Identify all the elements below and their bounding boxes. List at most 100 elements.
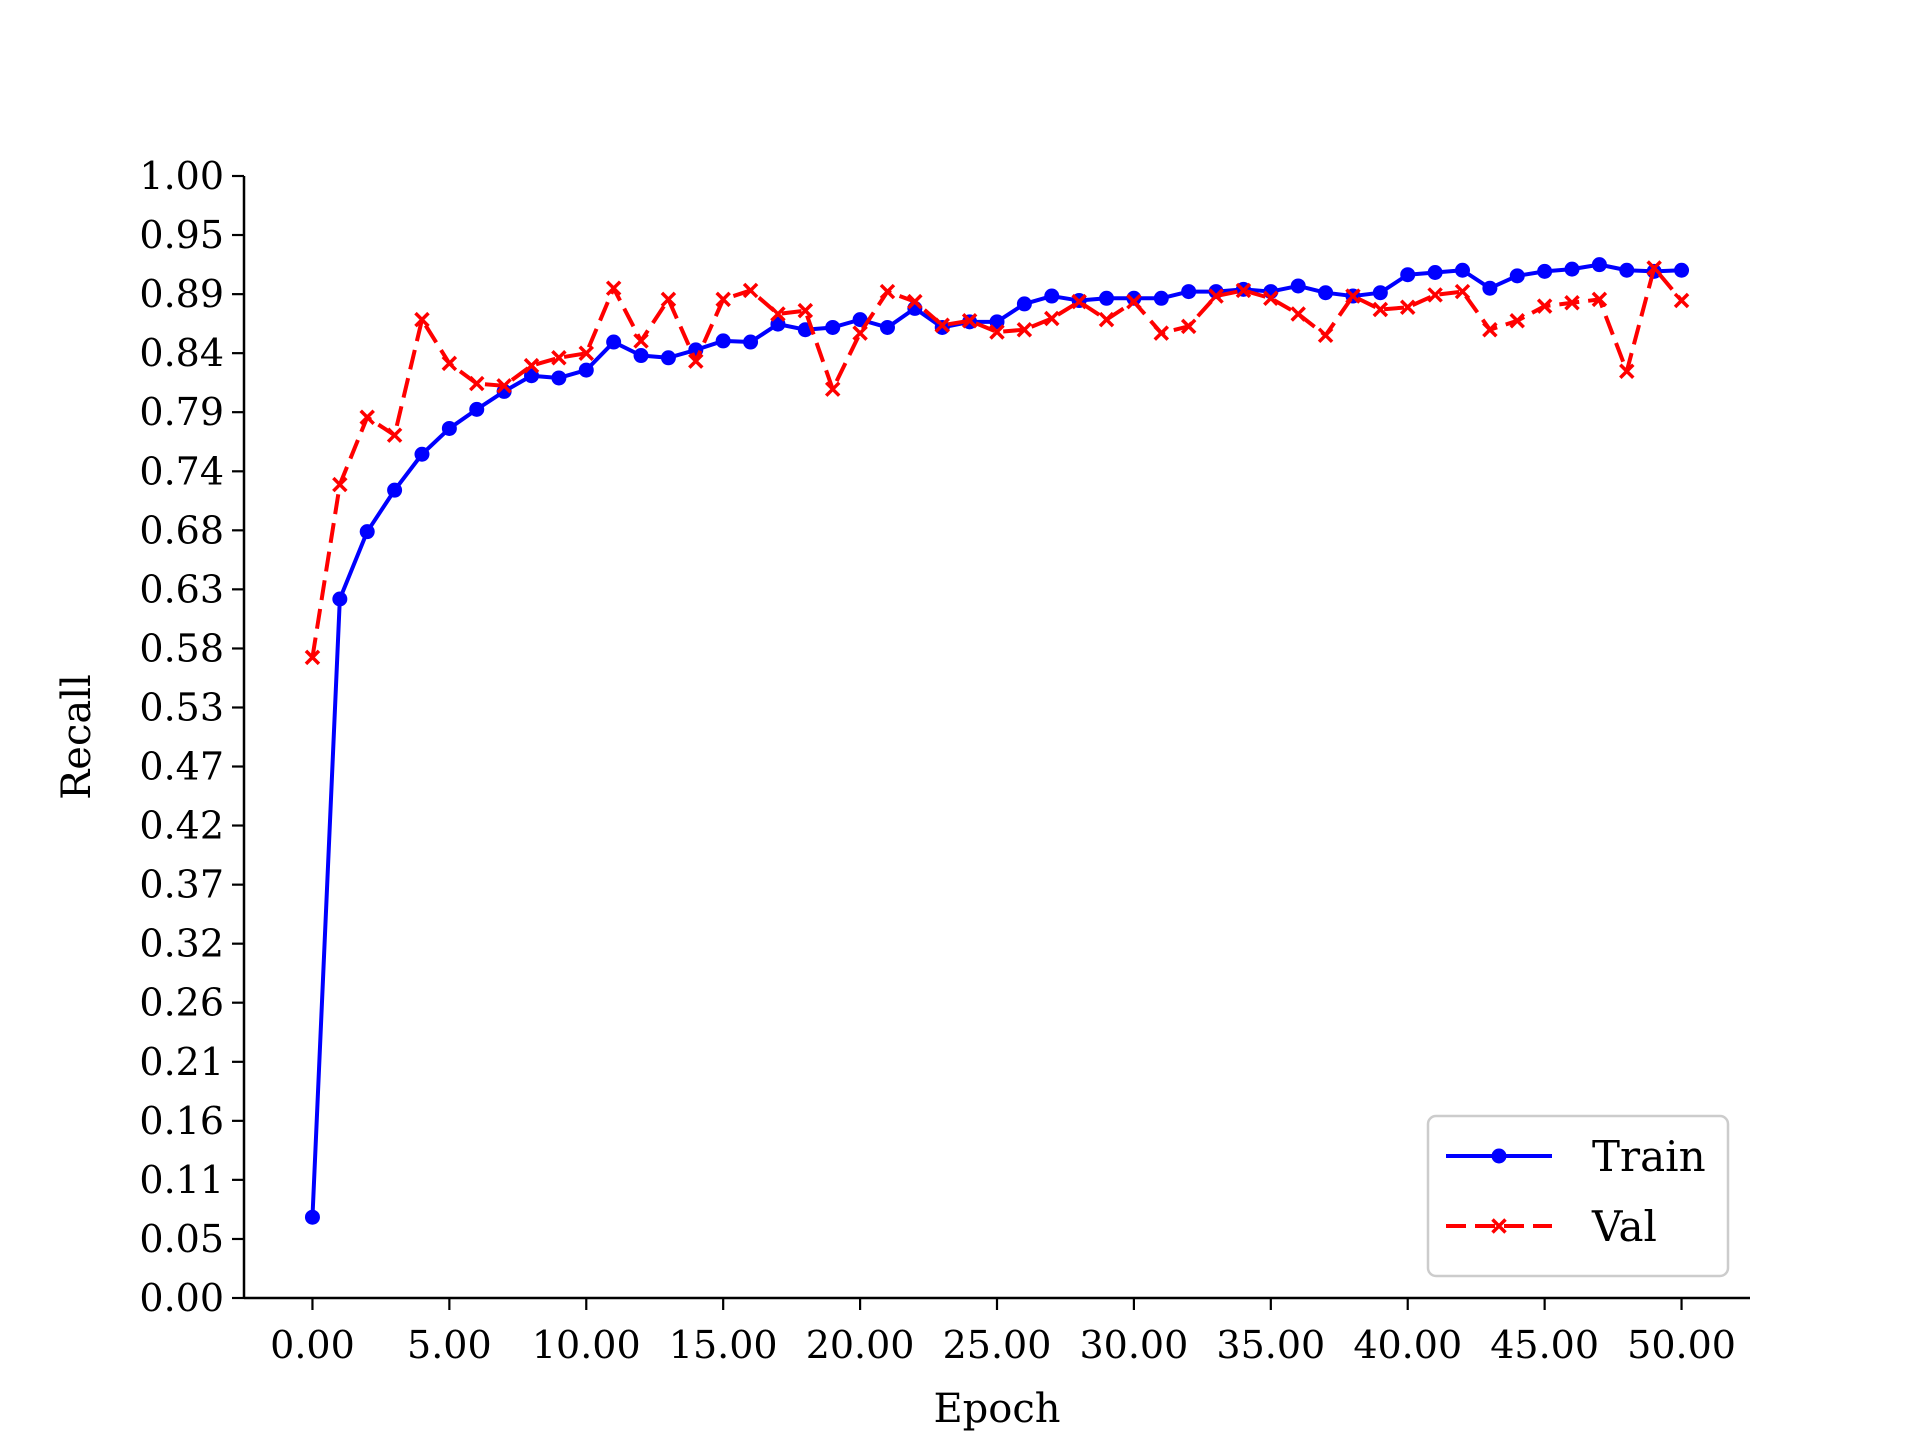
train-point xyxy=(1537,263,1553,279)
x-axis-title: Epoch xyxy=(933,1386,1060,1432)
y-tick-label: 0.63 xyxy=(139,567,224,611)
y-tick-label: 0.05 xyxy=(139,1217,224,1261)
train-point xyxy=(359,524,375,540)
val-point xyxy=(1399,299,1416,316)
y-tick-label: 0.68 xyxy=(139,508,224,552)
val-point xyxy=(414,311,430,328)
y-tick-label: 0.58 xyxy=(139,626,224,670)
y-tick-label: 0.11 xyxy=(139,1158,224,1202)
train-point xyxy=(1427,264,1443,280)
train-point xyxy=(715,333,731,349)
series-val xyxy=(304,260,1690,666)
x-tick-label: 5.00 xyxy=(407,1323,492,1367)
legend-train-marker xyxy=(1491,1148,1507,1164)
val-point xyxy=(1016,321,1033,338)
train-point xyxy=(1044,288,1060,304)
train-point xyxy=(1153,290,1169,306)
x-tick-label: 10.00 xyxy=(532,1323,641,1367)
y-tick-label: 0.47 xyxy=(139,745,224,789)
train-point xyxy=(1674,262,1690,278)
train-point xyxy=(1181,284,1197,300)
val-point xyxy=(1646,260,1662,276)
x-tick-label: 15.00 xyxy=(669,1323,778,1367)
legend-train-label: Train xyxy=(1592,1132,1706,1181)
train-point xyxy=(1290,278,1306,294)
train-point xyxy=(414,446,430,462)
val-point xyxy=(1071,293,1087,310)
val-point xyxy=(1591,291,1608,308)
val-point xyxy=(551,350,567,366)
train-point xyxy=(660,350,676,366)
y-tick-label: 0.84 xyxy=(139,331,224,375)
val-point xyxy=(715,291,731,308)
series-group xyxy=(304,257,1690,1225)
train-point xyxy=(1318,285,1334,301)
y-axis-title: Recall xyxy=(54,674,100,800)
val-point xyxy=(469,375,485,392)
y-tick-label: 0.53 xyxy=(139,685,224,729)
val-point xyxy=(660,291,677,308)
legend: Train Val xyxy=(1426,1114,1730,1278)
x-tick-label: 25.00 xyxy=(943,1323,1052,1367)
train-point xyxy=(770,316,786,332)
y-tick-label: 0.37 xyxy=(139,863,224,907)
legend-val-label: Val xyxy=(1591,1202,1657,1251)
val-point xyxy=(1536,298,1553,314)
val-point xyxy=(1044,310,1060,327)
val-point xyxy=(1673,292,1690,309)
val-point xyxy=(989,324,1005,340)
val-point xyxy=(1098,311,1115,328)
train-point xyxy=(1564,261,1580,277)
val-point xyxy=(797,302,814,319)
y-tick-label: 1.00 xyxy=(139,154,224,198)
train-point xyxy=(1372,285,1388,301)
val-point xyxy=(1372,301,1389,318)
y-tick-label: 0.16 xyxy=(139,1099,224,1143)
x-tick-label: 45.00 xyxy=(1490,1323,1599,1367)
y-tick-label: 0.95 xyxy=(139,213,224,257)
x-tick-label: 30.00 xyxy=(1080,1323,1189,1367)
val-point xyxy=(1345,288,1361,304)
y-tick-label: 0.21 xyxy=(139,1040,224,1084)
val-point xyxy=(441,355,458,372)
y-tick-label: 0.00 xyxy=(139,1276,224,1320)
val-point xyxy=(688,353,704,369)
train-point xyxy=(1454,262,1470,278)
val-point xyxy=(359,409,375,425)
y-tick-label: 0.74 xyxy=(139,449,224,493)
train-point xyxy=(551,370,567,386)
legend-val-marker xyxy=(1491,1218,1507,1234)
train-point xyxy=(387,482,403,498)
val-line xyxy=(310,266,1684,658)
val-point xyxy=(496,378,512,394)
val-point xyxy=(1317,327,1334,344)
train-point xyxy=(524,368,540,384)
train-point xyxy=(1591,257,1607,273)
val-point xyxy=(1126,293,1142,310)
val-point xyxy=(1208,288,1224,304)
train-point xyxy=(1016,296,1032,312)
train-point xyxy=(743,334,759,350)
val-point xyxy=(770,306,786,322)
train-point xyxy=(989,314,1005,330)
train-point xyxy=(606,334,622,350)
train-point xyxy=(304,1209,320,1225)
y-tick-label: 0.89 xyxy=(139,272,224,316)
val-point xyxy=(1619,363,1635,379)
y-tick-label: 0.26 xyxy=(139,981,224,1025)
train-point xyxy=(1509,268,1525,284)
val-point xyxy=(1454,283,1471,300)
train-point xyxy=(1619,262,1635,278)
val-point xyxy=(386,427,403,443)
train-point xyxy=(633,348,649,364)
val-point xyxy=(1263,290,1279,307)
y-tick-label: 0.79 xyxy=(139,390,224,434)
train-point xyxy=(1482,280,1498,296)
val-point xyxy=(1482,321,1498,338)
val-point xyxy=(961,313,978,329)
y-tick-label: 0.32 xyxy=(139,922,224,966)
val-point xyxy=(1153,325,1170,341)
train-point xyxy=(1400,267,1416,283)
train-point xyxy=(469,401,485,417)
